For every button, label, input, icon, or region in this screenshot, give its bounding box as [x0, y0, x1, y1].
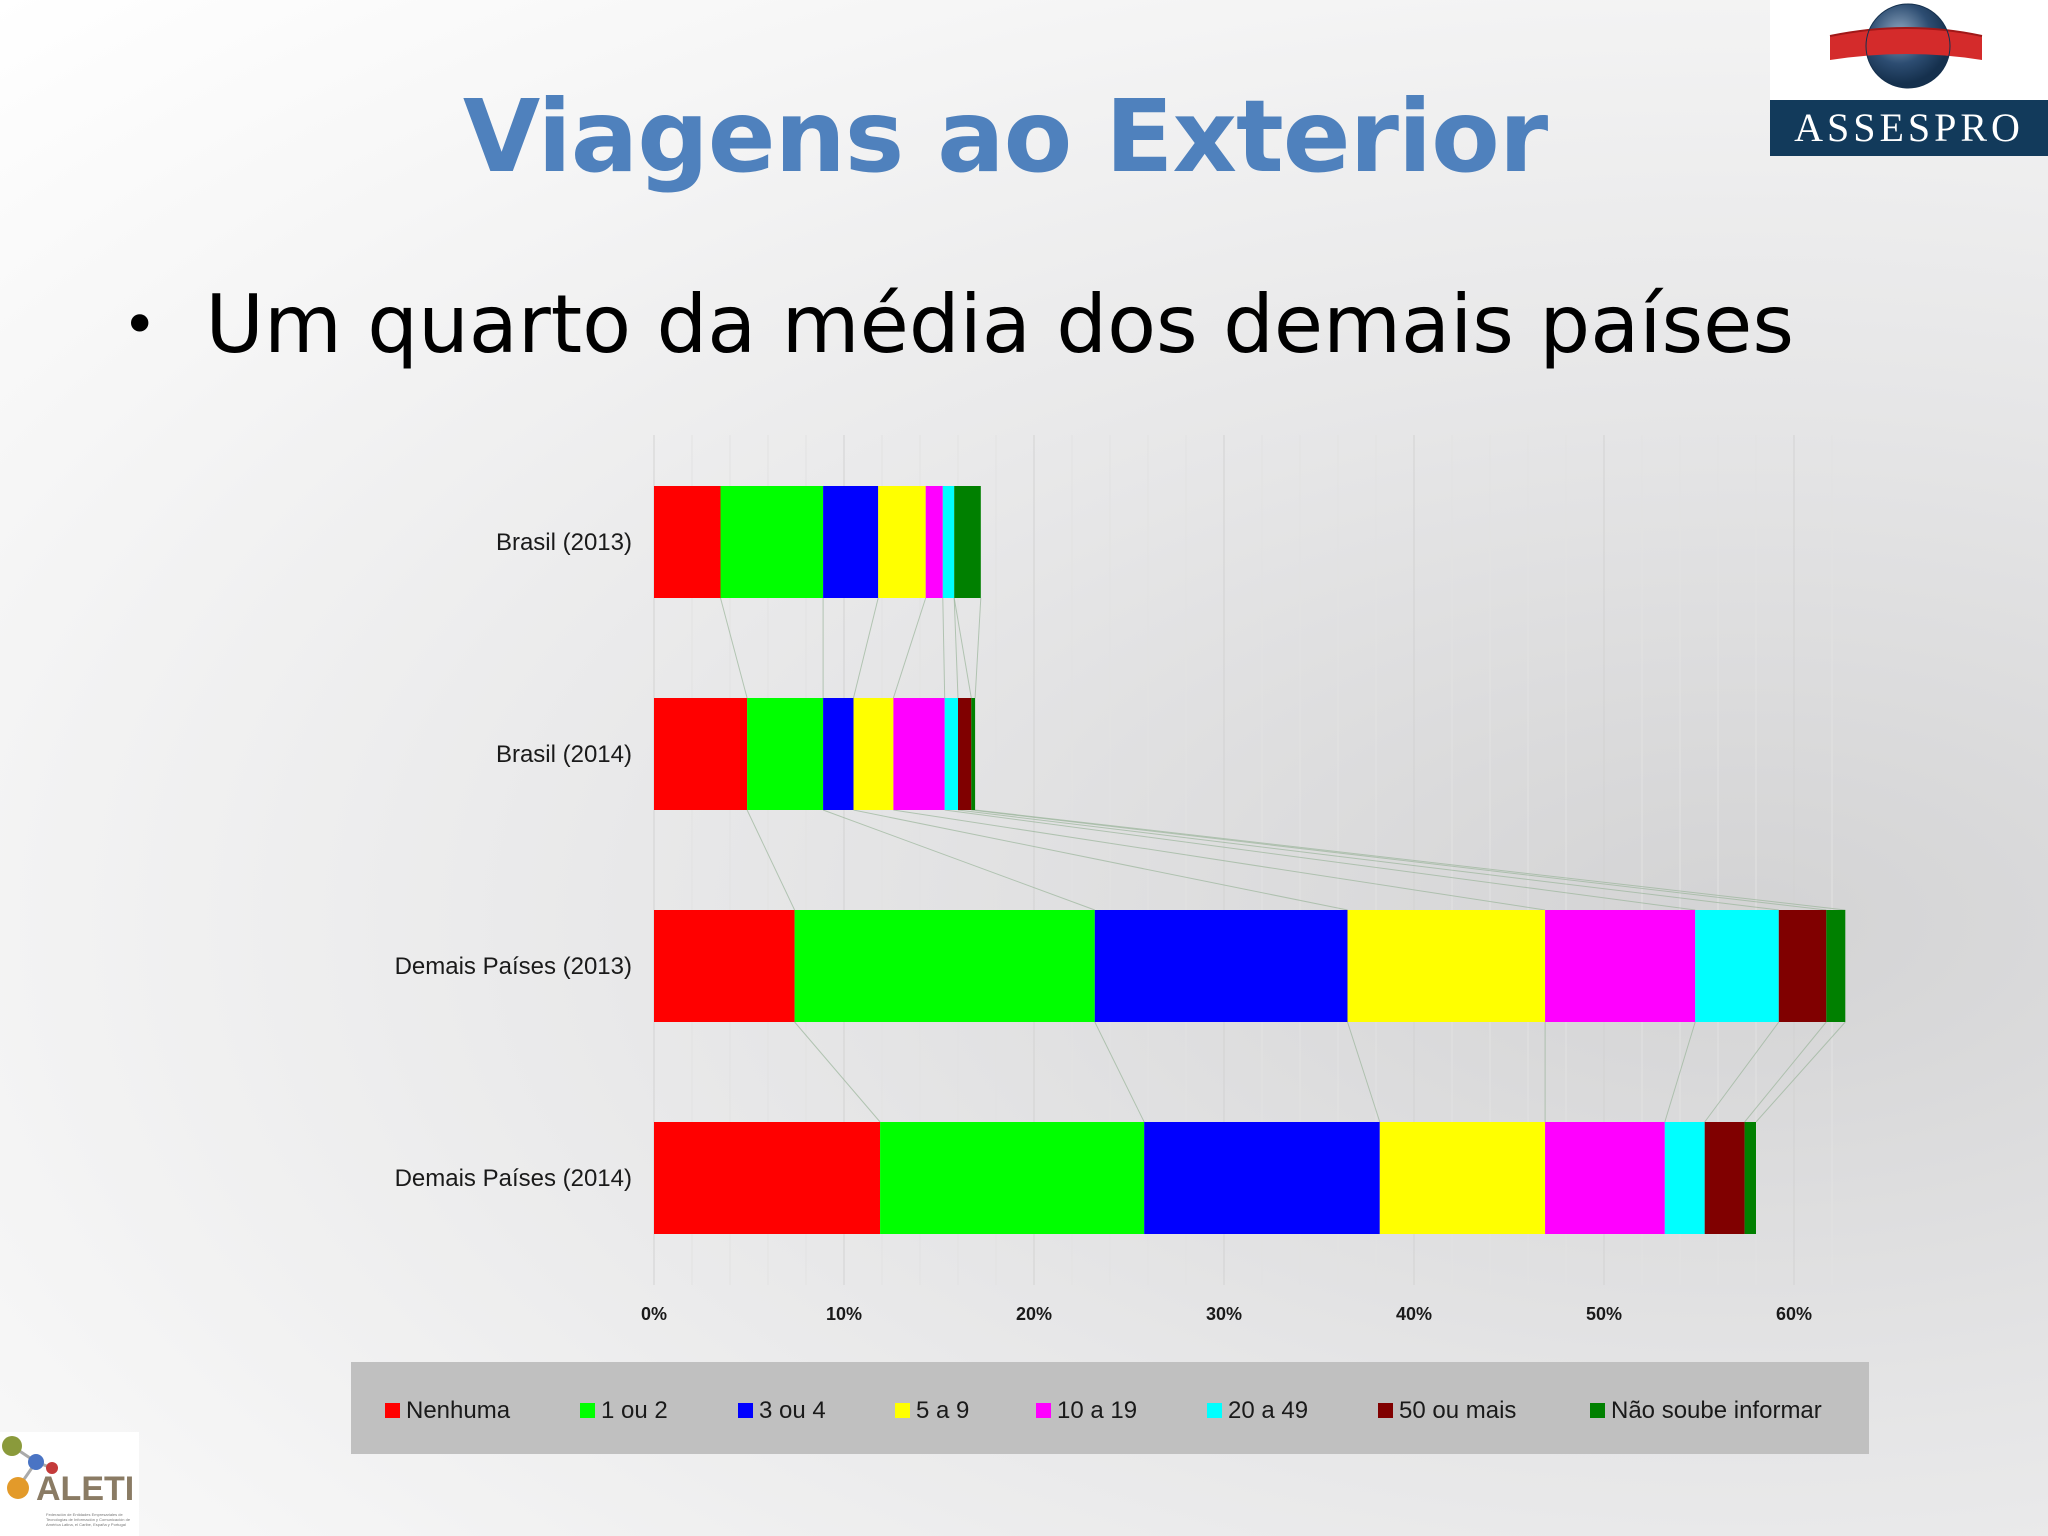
category-label: Demais Países (2013) — [395, 953, 632, 980]
series-line — [893, 809, 1546, 911]
series-line — [953, 597, 959, 699]
legend-swatch — [1207, 1403, 1222, 1418]
bar-segment — [823, 486, 879, 598]
bar-segment — [944, 698, 958, 810]
series-line — [892, 597, 927, 699]
bar-segment — [1704, 1122, 1745, 1234]
bullet-dot-icon: • — [122, 289, 158, 360]
legend-label: 50 ou mais — [1399, 1397, 1516, 1424]
series-line — [746, 809, 796, 911]
series-line — [1755, 1021, 1846, 1123]
bar-segment — [1664, 1122, 1705, 1234]
x-tick-label: 20% — [1016, 1304, 1052, 1324]
bullet-text: Um quarto da média dos demais países — [205, 278, 1795, 371]
legend-swatch — [1378, 1403, 1393, 1418]
bullet-point: • Um quarto da média dos demais países — [122, 278, 1794, 371]
bar-segment — [878, 486, 926, 598]
bar-segment — [1347, 910, 1546, 1022]
series-line — [975, 809, 1846, 911]
legend-label: 5 a 9 — [916, 1397, 969, 1424]
bar-segment — [1379, 1122, 1546, 1234]
legend-label: 1 ou 2 — [601, 1397, 668, 1424]
series-line — [1664, 1021, 1696, 1123]
bar-segment — [654, 698, 748, 810]
bar-segment — [747, 698, 824, 810]
legend-swatch — [1590, 1403, 1605, 1418]
bar-segment — [823, 698, 854, 810]
bar-segment — [853, 698, 894, 810]
globe-icon — [1829, 3, 1983, 89]
bar-segment — [925, 486, 943, 598]
bar-segment — [720, 486, 824, 598]
series-line — [822, 809, 1095, 911]
series-line — [942, 597, 946, 699]
legend-label: 20 a 49 — [1228, 1397, 1308, 1424]
legend-swatch — [738, 1403, 753, 1418]
legend-swatch — [580, 1403, 595, 1418]
bar-segment — [971, 698, 976, 810]
slide-title: Viagens ao Exterior — [462, 78, 1548, 195]
series-line — [1744, 1021, 1827, 1123]
aleti-logo: ALETI Federación de Entidades Empresaria… — [0, 1432, 139, 1536]
legend-swatch — [385, 1403, 400, 1418]
series-line — [794, 1021, 881, 1123]
assespro-wordmark: ASSESPRO — [1770, 100, 2048, 156]
bar-segment — [1695, 910, 1779, 1022]
bar-segment — [1744, 1122, 1756, 1234]
molecule-icon — [2, 1436, 58, 1499]
x-tick-label: 60% — [1776, 1304, 1812, 1324]
category-label: Brasil (2013) — [496, 529, 632, 556]
bar-segment — [880, 1122, 1145, 1234]
bar-segment — [958, 698, 972, 810]
legend-swatch — [1036, 1403, 1051, 1418]
series-line — [1094, 1021, 1145, 1123]
bar-segment — [1144, 1122, 1380, 1234]
series-line — [953, 597, 972, 699]
series-line — [1704, 1021, 1780, 1123]
bar-segment — [1826, 910, 1846, 1022]
x-tick-label: 40% — [1396, 1304, 1432, 1324]
legend-label: Não soube informar — [1611, 1397, 1822, 1424]
legend-label: Nenhuma — [406, 1397, 511, 1424]
category-label: Brasil (2014) — [496, 741, 632, 768]
x-tick-label: 0% — [641, 1304, 667, 1324]
legend-box — [351, 1362, 1869, 1454]
bar-segment — [654, 910, 795, 1022]
series-line — [944, 809, 1696, 911]
category-label: Demais Países (2014) — [395, 1165, 632, 1192]
aleti-wordmark: ALETI — [36, 1470, 135, 1508]
bar-segment — [942, 486, 955, 598]
bar-segment — [893, 698, 945, 810]
aleti-tagline: Federación de Entidades Empresariales de… — [46, 1512, 131, 1527]
series-line — [853, 597, 879, 699]
bar-segment — [1094, 910, 1348, 1022]
series-line — [957, 809, 1779, 911]
series-line — [974, 597, 982, 699]
bar-segment — [1778, 910, 1827, 1022]
legend-label: 10 a 19 — [1057, 1397, 1137, 1424]
bar-segment — [654, 486, 721, 598]
series-line — [853, 809, 1348, 911]
legend-swatch — [895, 1403, 910, 1418]
x-tick-label: 50% — [1586, 1304, 1622, 1324]
bar-segment — [794, 910, 1095, 1022]
x-tick-label: 10% — [826, 1304, 862, 1324]
series-line — [1347, 1021, 1381, 1123]
legend-label: 3 ou 4 — [759, 1397, 826, 1424]
x-tick-label: 30% — [1206, 1304, 1242, 1324]
bar-segment — [654, 1122, 881, 1234]
bar-segment — [954, 486, 981, 598]
bar-segment — [1545, 910, 1696, 1022]
assespro-logo: ASSESPRO — [1770, 0, 2048, 156]
bar-segment — [1545, 1122, 1665, 1234]
series-line — [720, 597, 748, 699]
series-line — [971, 809, 1827, 911]
